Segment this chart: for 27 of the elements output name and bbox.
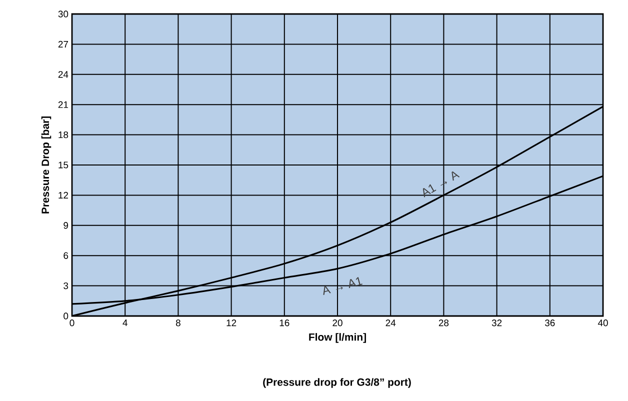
x-tick-label: 4 <box>122 320 128 326</box>
y-tick-label: 15 <box>58 162 68 168</box>
x-tick-label: 32 <box>492 320 502 326</box>
y-tick-label: 12 <box>58 192 68 199</box>
y-tick-label: 30 <box>58 10 68 18</box>
y-tick-label: 9 <box>64 222 68 229</box>
y-tick-label: 21 <box>58 101 68 108</box>
y-tick-label: 0 <box>64 312 68 320</box>
y-tick-label: 18 <box>58 131 68 138</box>
x-tick-label: 24 <box>386 320 396 326</box>
x-tick-label: 28 <box>438 320 449 326</box>
y-tick-label: 3 <box>64 282 68 290</box>
annotation: A1 → A <box>422 171 460 198</box>
text: (Pressure drop for G3/8” port) <box>263 378 411 388</box>
y-tick-label: 24 <box>58 71 68 78</box>
y-axis-title: Pressure Drop [bar] <box>41 116 52 214</box>
x-tick-label: 40 <box>598 320 608 326</box>
x-tick-label: 36 <box>545 320 555 326</box>
x-tick-label: 8 <box>176 320 180 326</box>
x-axis-title: Flow [l/min] <box>309 333 366 343</box>
y-tick-label: 6 <box>64 252 68 259</box>
x-tick-label: 0 <box>70 320 74 326</box>
annotation: A → A1 <box>323 277 362 296</box>
x-tick-label: 12 <box>226 320 236 326</box>
y-tick-label: 27 <box>58 40 68 48</box>
x-tick-label: 20 <box>332 320 342 326</box>
x-tick-label: 16 <box>280 320 290 326</box>
